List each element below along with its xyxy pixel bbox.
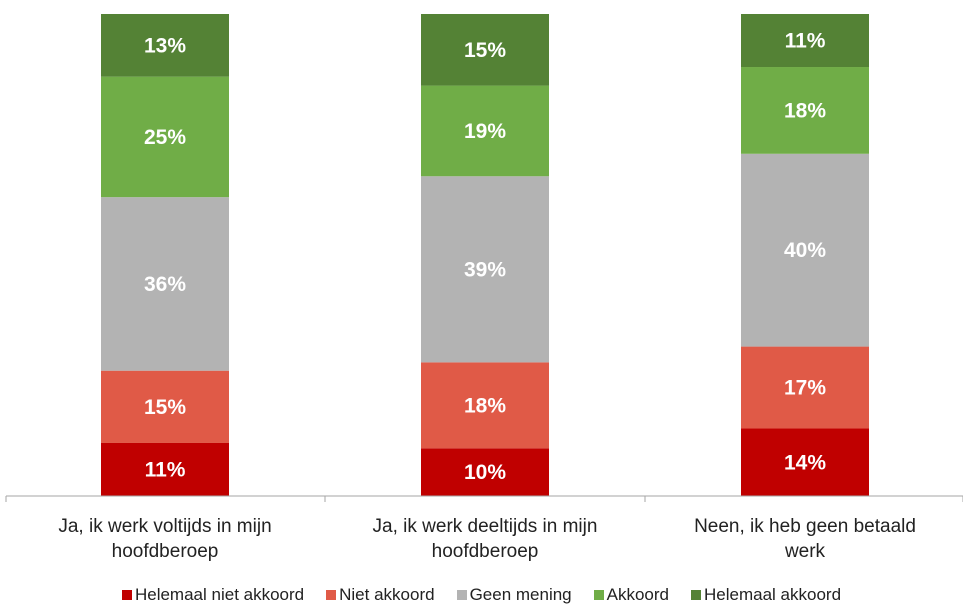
data-label-geen-mening-2: 39%: [464, 258, 506, 281]
bar-segment-helemaal-niet-akkoord-3: [741, 428, 869, 496]
legend-item-niet-akkoord: Niet akkoord: [326, 585, 435, 605]
legend-swatch: [121, 590, 132, 600]
data-label-geen-mening-3: 40%: [784, 239, 826, 262]
data-label-helemaal-akkoord-3: 11%: [785, 30, 826, 53]
legend-swatch: [326, 590, 337, 600]
data-label-geen-mening-1: 36%: [144, 273, 186, 296]
legend-item-helemaal-niet-akkoord: Helemaal niet akkoord: [121, 585, 305, 605]
bar-segment-niet-akkoord-3: [741, 346, 869, 429]
bar-segment-niet-akkoord-1: [101, 370, 229, 443]
bar-segment-akkoord-2: [421, 85, 549, 177]
legend-swatch: [691, 590, 702, 600]
bar-segment-geen-mening-3: [741, 153, 869, 347]
data-label-niet-akkoord-1: 15%: [144, 396, 186, 419]
bar-segment-niet-akkoord-2: [421, 362, 549, 449]
bar-segment-geen-mening-1: [101, 197, 229, 371]
category-label-3: Neen, ik heb geen betaald werk: [694, 516, 916, 562]
legend-label: Akkoord: [606, 585, 670, 604]
legend-swatch: [456, 590, 467, 600]
legend-item-akkoord: Akkoord: [593, 585, 670, 605]
data-label-helemaal-niet-akkoord-2: 10%: [464, 461, 506, 484]
bars-layer: 11% 15% 36% 25% 13% 10% 18% 39% 19% 15% 14% 17% 40% 1…: [101, 14, 869, 496]
x-axis-ticks: [5, 496, 963, 502]
bar-segment-akkoord-1: [101, 76, 229, 198]
legend-label: Niet akkoord: [339, 585, 435, 604]
data-label-niet-akkoord-3: 17%: [784, 377, 826, 400]
data-label-akkoord-2: 19%: [464, 120, 506, 143]
data-label-akkoord-3: 18%: [784, 99, 826, 122]
legend: Helemaal niet akkoord Niet akkoord Geen me…: [0, 584, 963, 606]
legend-label: Helemaal niet akkoord: [134, 585, 305, 604]
category-label-1: Ja, ik werk voltijds in mijn hoofdberoep: [58, 516, 271, 562]
legend-label: Geen mening: [469, 585, 572, 604]
category-label-2: Ja, ik werk deeltijds in mijn hoofdberoep: [373, 516, 598, 562]
bar-segment-akkoord-3: [741, 67, 869, 154]
data-label-akkoord-1: 25%: [144, 126, 186, 149]
legend-label: Helemaal akkoord: [704, 585, 842, 604]
data-label-helemaal-akkoord-1: 13%: [144, 34, 186, 57]
bar-segment-helemaal-akkoord-3: [741, 14, 869, 68]
data-label-helemaal-niet-akkoord-1: 11%: [145, 458, 186, 481]
data-label-helemaal-akkoord-2: 15%: [464, 39, 506, 62]
bar-segment-helemaal-akkoord-2: [421, 14, 549, 86]
bar-segment-helemaal-niet-akkoord-1: [101, 442, 229, 496]
bar-segment-geen-mening-2: [421, 176, 549, 363]
bar-segment-helemaal-akkoord-1: [101, 14, 229, 77]
data-label-niet-akkoord-2: 18%: [464, 394, 506, 417]
data-label-helemaal-niet-akkoord-3: 14%: [784, 451, 826, 474]
bar-segment-helemaal-niet-akkoord-2: [421, 448, 549, 496]
legend-swatch: [593, 590, 604, 600]
legend-item-geen-mening: Geen mening: [456, 585, 572, 605]
category-labels: Ja, ik werk voltijds in mijn hoofdberoep J…: [58, 516, 916, 562]
legend-item-helemaal-akkoord: Helemaal akkoord: [691, 585, 841, 605]
